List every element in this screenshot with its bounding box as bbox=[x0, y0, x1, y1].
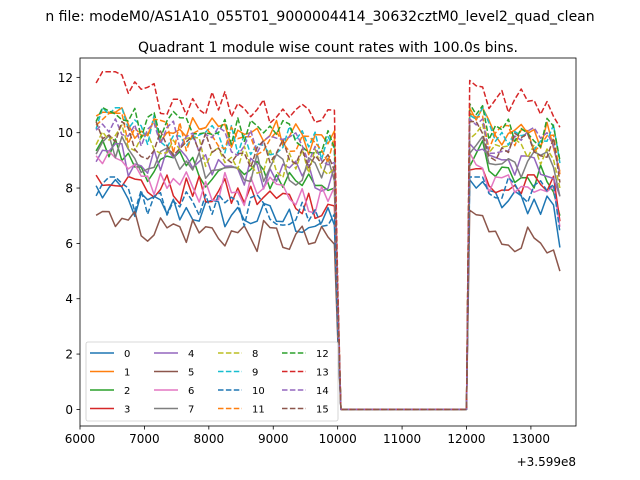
series-line-11 bbox=[95, 112, 561, 411]
legend-label-5: 5 bbox=[188, 368, 194, 379]
series-line-6 bbox=[95, 150, 561, 411]
legend-label-11: 11 bbox=[252, 405, 265, 416]
legend-label-4: 4 bbox=[188, 349, 194, 360]
series-line-10 bbox=[95, 176, 561, 411]
y-tick-label: 8 bbox=[65, 182, 73, 196]
x-tick-label: 8000 bbox=[194, 432, 225, 446]
series-line-13 bbox=[95, 71, 561, 411]
x-axis-ticks: 6000 7000 8000 9000 10000 11000 12000 13000 bbox=[65, 426, 550, 446]
series-line-15 bbox=[95, 120, 561, 411]
legend-label-9: 9 bbox=[252, 368, 258, 379]
legend-label-0: 0 bbox=[124, 349, 130, 360]
y-tick-label: 12 bbox=[58, 71, 73, 85]
series-line-8 bbox=[95, 123, 561, 411]
legend-label-2: 2 bbox=[124, 386, 130, 397]
figure-suptitle: n file: modeM0/AS1A10_055T01_9000004414_… bbox=[45, 9, 594, 25]
legend-label-6: 6 bbox=[188, 386, 194, 397]
x-offset-label: +3.599e8 bbox=[517, 455, 576, 469]
y-tick-label: 2 bbox=[65, 348, 73, 362]
legend-label-15: 15 bbox=[316, 405, 329, 416]
axes-frame bbox=[79, 57, 577, 427]
legend-label-12: 12 bbox=[316, 349, 329, 360]
x-tick-label: 9000 bbox=[258, 432, 289, 446]
x-tick-label: 11000 bbox=[383, 432, 421, 446]
series-line-12 bbox=[95, 103, 561, 411]
x-tick-label: 12000 bbox=[447, 432, 485, 446]
legend-label-7: 7 bbox=[188, 405, 194, 416]
series-line-2 bbox=[95, 138, 561, 411]
legend-label-8: 8 bbox=[252, 349, 258, 360]
series-line-14 bbox=[95, 118, 561, 411]
series-line-4 bbox=[95, 143, 561, 411]
legend-label-10: 10 bbox=[252, 386, 265, 397]
y-tick-label: 6 bbox=[65, 237, 73, 251]
x-tick-label: 7000 bbox=[129, 432, 160, 446]
y-tick-label: 0 bbox=[65, 403, 73, 417]
legend-label-14: 14 bbox=[316, 386, 329, 397]
x-tick-label: 13000 bbox=[512, 432, 550, 446]
y-tick-label: 4 bbox=[65, 292, 73, 306]
legend-label-1: 1 bbox=[124, 368, 130, 379]
series-line-5 bbox=[95, 209, 561, 411]
legend-label-3: 3 bbox=[124, 405, 130, 416]
series-layer bbox=[95, 71, 561, 411]
legend-label-13: 13 bbox=[316, 368, 329, 379]
legend-frame bbox=[85, 341, 339, 422]
y-axis-ticks: 0 2 4 6 8 10 12 bbox=[58, 71, 80, 417]
x-tick-label: 6000 bbox=[65, 432, 96, 446]
chart-title: Quadrant 1 module wise count rates with … bbox=[138, 40, 518, 56]
x-tick-label: 10000 bbox=[319, 432, 357, 446]
y-tick-label: 10 bbox=[58, 126, 73, 140]
